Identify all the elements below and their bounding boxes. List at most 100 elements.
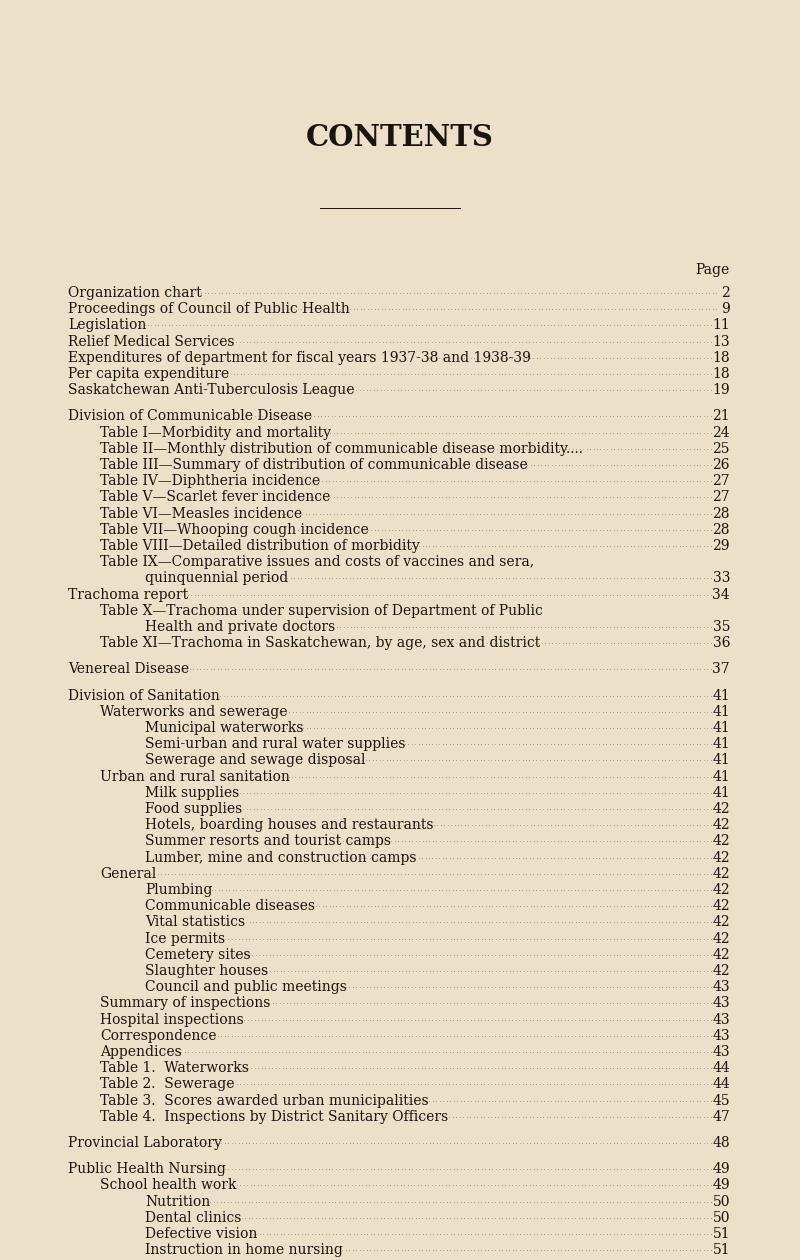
Text: Division of Sanitation: Division of Sanitation	[68, 689, 220, 703]
Text: CONTENTS: CONTENTS	[306, 123, 494, 152]
Text: Saskatchewan Anti-Tuberculosis League: Saskatchewan Anti-Tuberculosis League	[68, 383, 354, 397]
Text: 11: 11	[712, 319, 730, 333]
Text: Table 2.  Sewerage: Table 2. Sewerage	[100, 1077, 234, 1091]
Text: Proceedings of Council of Public Health: Proceedings of Council of Public Health	[68, 302, 350, 316]
Text: 41: 41	[712, 704, 730, 718]
Text: Per capita expenditure: Per capita expenditure	[68, 367, 229, 381]
Text: Legislation: Legislation	[68, 319, 146, 333]
Text: Table V—Scarlet fever incidence: Table V—Scarlet fever incidence	[100, 490, 330, 504]
Text: 26: 26	[713, 457, 730, 472]
Text: Trachoma report: Trachoma report	[68, 587, 188, 601]
Text: Organization chart: Organization chart	[68, 286, 202, 300]
Text: 42: 42	[712, 803, 730, 816]
Text: Table III—Summary of distribution of communicable disease: Table III—Summary of distribution of com…	[100, 457, 528, 472]
Text: 24: 24	[712, 426, 730, 440]
Text: Food supplies: Food supplies	[145, 803, 242, 816]
Text: Table 4.  Inspections by District Sanitary Officers: Table 4. Inspections by District Sanitar…	[100, 1110, 448, 1124]
Text: 35: 35	[713, 620, 730, 634]
Text: Table 1.  Waterworks: Table 1. Waterworks	[100, 1061, 249, 1075]
Text: 21: 21	[712, 410, 730, 423]
Text: General: General	[100, 867, 156, 881]
Text: Public Health Nursing: Public Health Nursing	[68, 1162, 226, 1176]
Text: 49: 49	[712, 1162, 730, 1176]
Text: 19: 19	[712, 383, 730, 397]
Text: Dental clinics: Dental clinics	[145, 1211, 242, 1225]
Text: Hotels, boarding houses and restaurants: Hotels, boarding houses and restaurants	[145, 818, 434, 832]
Text: 37: 37	[712, 663, 730, 677]
Text: Semi-urban and rural water supplies: Semi-urban and rural water supplies	[145, 737, 406, 751]
Text: Table IX—Comparative issues and costs of vaccines and sera,: Table IX—Comparative issues and costs of…	[100, 556, 534, 570]
Text: 41: 41	[712, 689, 730, 703]
Text: 41: 41	[712, 721, 730, 735]
Text: 42: 42	[712, 948, 730, 961]
Text: Sewerage and sewage disposal: Sewerage and sewage disposal	[145, 753, 366, 767]
Text: 29: 29	[713, 539, 730, 553]
Text: 49: 49	[712, 1178, 730, 1192]
Text: Urban and rural sanitation: Urban and rural sanitation	[100, 770, 290, 784]
Text: 28: 28	[713, 507, 730, 520]
Text: Table II—Monthly distribution of communicable disease morbidity....: Table II—Monthly distribution of communi…	[100, 442, 583, 456]
Text: Table XI—Trachoma in Saskatchewan, by age, sex and district: Table XI—Trachoma in Saskatchewan, by ag…	[100, 636, 540, 650]
Text: Page: Page	[696, 263, 730, 277]
Text: Summary of inspections: Summary of inspections	[100, 997, 270, 1011]
Text: Correspondence: Correspondence	[100, 1029, 217, 1043]
Text: Cemetery sites: Cemetery sites	[145, 948, 250, 961]
Text: Expenditures of department for fiscal years 1937-38 and 1938-39: Expenditures of department for fiscal ye…	[68, 350, 531, 365]
Text: 48: 48	[712, 1137, 730, 1150]
Text: Defective vision: Defective vision	[145, 1227, 258, 1241]
Text: 47: 47	[712, 1110, 730, 1124]
Text: 41: 41	[712, 753, 730, 767]
Text: 18: 18	[712, 350, 730, 365]
Text: Lumber, mine and construction camps: Lumber, mine and construction camps	[145, 850, 417, 864]
Text: Ice permits: Ice permits	[145, 931, 225, 945]
Text: 42: 42	[712, 867, 730, 881]
Text: Appendices: Appendices	[100, 1045, 182, 1058]
Text: 28: 28	[713, 523, 730, 537]
Text: 51: 51	[712, 1244, 730, 1257]
Text: 50: 50	[713, 1211, 730, 1225]
Text: 27: 27	[712, 474, 730, 488]
Text: Council and public meetings: Council and public meetings	[145, 980, 347, 994]
Text: Provincial Laboratory: Provincial Laboratory	[68, 1137, 222, 1150]
Text: Municipal waterworks: Municipal waterworks	[145, 721, 303, 735]
Text: Health and private doctors: Health and private doctors	[145, 620, 335, 634]
Text: 42: 42	[712, 850, 730, 864]
Text: 42: 42	[712, 916, 730, 930]
Text: 42: 42	[712, 931, 730, 945]
Text: 43: 43	[712, 1013, 730, 1027]
Text: 36: 36	[713, 636, 730, 650]
Text: 9: 9	[722, 302, 730, 316]
Text: Slaughter houses: Slaughter houses	[145, 964, 268, 978]
Text: 41: 41	[712, 737, 730, 751]
Text: Division of Communicable Disease: Division of Communicable Disease	[68, 410, 312, 423]
Text: 42: 42	[712, 883, 730, 897]
Text: 18: 18	[712, 367, 730, 381]
Text: 44: 44	[712, 1077, 730, 1091]
Text: Plumbing: Plumbing	[145, 883, 212, 897]
Text: Table VIII—Detailed distribution of morbidity: Table VIII—Detailed distribution of morb…	[100, 539, 420, 553]
Text: Milk supplies: Milk supplies	[145, 786, 239, 800]
Text: 43: 43	[712, 1029, 730, 1043]
Text: 43: 43	[712, 997, 730, 1011]
Text: 51: 51	[712, 1227, 730, 1241]
Text: Waterworks and sewerage: Waterworks and sewerage	[100, 704, 287, 718]
Text: Instruction in home nursing: Instruction in home nursing	[145, 1244, 343, 1257]
Text: 34: 34	[712, 587, 730, 601]
Text: Table 3.  Scores awarded urban municipalities: Table 3. Scores awarded urban municipali…	[100, 1094, 429, 1108]
Text: 33: 33	[713, 571, 730, 586]
Text: Vital statistics: Vital statistics	[145, 916, 245, 930]
Text: 27: 27	[712, 490, 730, 504]
Text: 13: 13	[712, 335, 730, 349]
Text: 42: 42	[712, 900, 730, 914]
Text: Venereal Disease: Venereal Disease	[68, 663, 189, 677]
Text: Nutrition: Nutrition	[145, 1194, 210, 1208]
Text: Table I—Morbidity and mortality: Table I—Morbidity and mortality	[100, 426, 331, 440]
Text: Summer resorts and tourist camps: Summer resorts and tourist camps	[145, 834, 391, 848]
Text: Table VII—Whooping cough incidence: Table VII—Whooping cough incidence	[100, 523, 369, 537]
Text: School health work: School health work	[100, 1178, 237, 1192]
Text: 45: 45	[712, 1094, 730, 1108]
Text: 42: 42	[712, 834, 730, 848]
Text: Hospital inspections: Hospital inspections	[100, 1013, 244, 1027]
Text: 43: 43	[712, 980, 730, 994]
Text: Table VI—Measles incidence: Table VI—Measles incidence	[100, 507, 302, 520]
